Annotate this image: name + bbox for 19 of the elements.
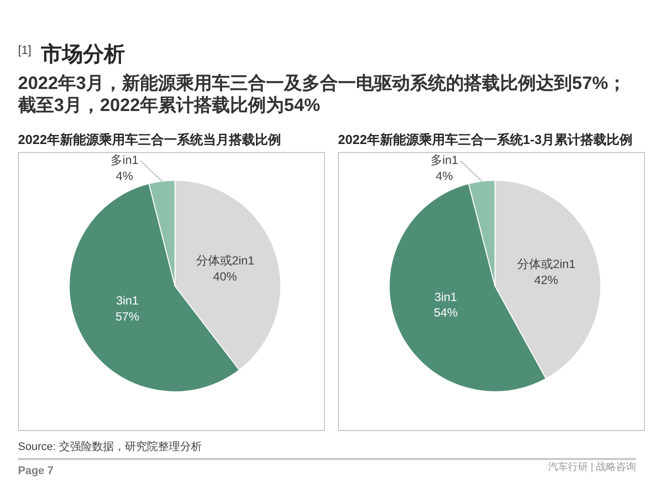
slice-label: 分体或2in1 <box>516 257 576 272</box>
source-note: Source: 交强险数据，研究院整理分析 <box>18 440 202 454</box>
text: 2022年3月，新能源乘用车三合一及多合一电驱动系统的搭载比例达到57%；截至3月，2022年累计搭载比例为54% <box>18 72 628 116</box>
slice-label: 3in1 <box>434 290 458 304</box>
chart-title: 2022年新能源乘用车三合一系统1-3月累计搭载比例 <box>338 131 634 149</box>
data-label: 54% <box>434 306 458 320</box>
text: Page 7 <box>18 465 54 477</box>
data-label: 4% <box>116 168 134 183</box>
data-label: 57% <box>115 309 140 324</box>
slice-label: 分体或2in1 <box>196 253 255 268</box>
chart-title: 2022年新能源乘用车三合一系统当月搭载比例 <box>18 131 282 149</box>
text: 汽车行研 | 战略咨询 <box>548 460 636 474</box>
data-label: 42% <box>534 273 559 288</box>
slice-label: 3in1 <box>116 293 139 308</box>
slice-label: 多in1 <box>430 152 459 167</box>
slice-label: 多in1 <box>110 152 139 167</box>
data-label: 40% <box>213 269 238 284</box>
text: $^{[1]}$ 市场分析 <box>18 42 126 68</box>
data-label: 4% <box>436 168 454 183</box>
